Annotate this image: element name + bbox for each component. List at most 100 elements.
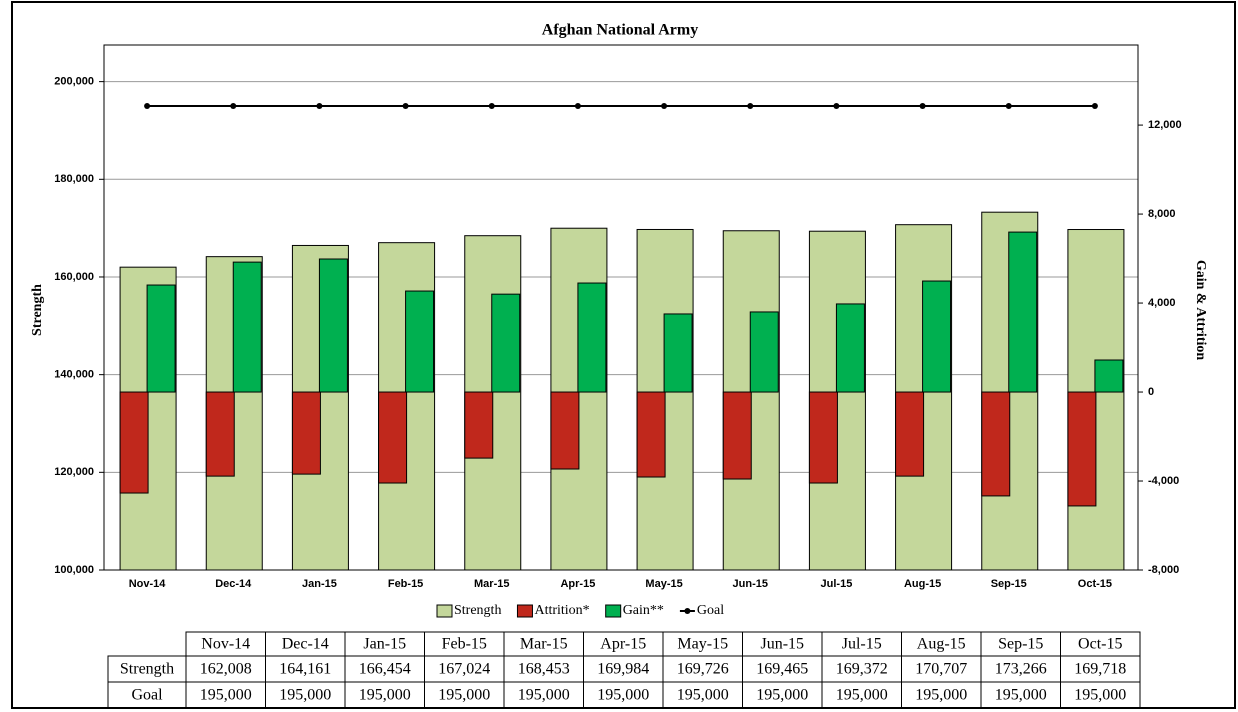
bar [1008, 231, 1038, 393]
y2-tick-label: 4,000 [1148, 297, 1176, 309]
table-header: Jan-15 [363, 636, 406, 653]
x-tick-label: Feb-15 [388, 578, 423, 590]
table-value: 173,266 [995, 661, 1047, 678]
point [488, 103, 495, 110]
bar [491, 293, 521, 393]
y-tick-label: 120,000 [54, 466, 94, 478]
point [230, 103, 237, 110]
bar [119, 391, 149, 494]
x-tick-label: Apr-15 [560, 578, 595, 590]
bar [1094, 359, 1124, 393]
bar [636, 391, 666, 478]
chart-title: Afghan National Army [542, 22, 698, 39]
y-tick-label: 100,000 [54, 564, 94, 576]
table-value: 195,000 [1074, 687, 1126, 704]
table-value: 169,372 [836, 661, 888, 678]
point [144, 103, 151, 110]
x-tick-label: Nov-14 [129, 578, 167, 590]
table-header: Aug-15 [917, 636, 966, 653]
bar [318, 258, 348, 393]
y2-tick-label: 0 [1148, 386, 1154, 398]
legend-label: Gain** [623, 603, 664, 618]
point [833, 103, 840, 110]
table-header: Apr-15 [600, 636, 646, 653]
legend-swatch [516, 604, 533, 618]
legend-label: Strength [454, 603, 501, 618]
table-value: 195,000 [597, 687, 649, 704]
y2-tick-label: 12,000 [1148, 119, 1182, 131]
table-header: Dec-14 [282, 636, 329, 653]
bar [663, 313, 693, 393]
bar [550, 391, 580, 470]
table-value: 166,454 [359, 661, 411, 678]
bar [1067, 391, 1097, 507]
point [316, 103, 323, 110]
x-tick-label: Sep-15 [991, 578, 1027, 590]
table-value: 195,000 [359, 687, 411, 704]
bar [808, 391, 838, 484]
point [402, 103, 409, 110]
legend-swatch [605, 604, 622, 618]
table-row-label: Goal [131, 687, 163, 704]
y-tick-label: 140,000 [54, 369, 94, 381]
table-cell [1060, 681, 1141, 709]
bar [577, 282, 607, 393]
bar [405, 290, 435, 393]
table-value: 169,726 [677, 661, 729, 678]
table-header: Mar-15 [520, 636, 568, 653]
table-value: 169,718 [1074, 661, 1126, 678]
point [1091, 103, 1098, 110]
x-tick-label: Oct-15 [1078, 578, 1112, 590]
y2-tick-label: -4,000 [1148, 475, 1179, 487]
y2-axis-title: Gain & Attrition [1193, 260, 1208, 361]
legend-swatch [436, 604, 453, 618]
bar [291, 391, 321, 475]
bar [378, 391, 408, 484]
bar [981, 391, 1011, 497]
table-value: 170,707 [915, 661, 967, 678]
table-header: Jul-15 [842, 636, 882, 653]
point [661, 103, 668, 110]
y2-tick-label: 8,000 [1148, 208, 1176, 220]
x-tick-label: Jul-15 [821, 578, 853, 590]
x-tick-label: Jan-15 [302, 578, 337, 590]
y-tick-label: 200,000 [54, 76, 94, 88]
y-tick-label: 160,000 [54, 271, 94, 283]
table-value: 195,000 [756, 687, 808, 704]
point [919, 103, 926, 110]
table-value: 195,000 [438, 687, 490, 704]
table-row-label: Strength [120, 661, 174, 678]
table-header: Oct-15 [1078, 636, 1122, 653]
bar [922, 280, 952, 393]
table-value: 162,008 [200, 661, 252, 678]
table-header: Feb-15 [442, 636, 487, 653]
table-header: Sep-15 [998, 636, 1043, 653]
bar [895, 391, 925, 477]
point [574, 103, 581, 110]
x-tick-label: Jun-15 [733, 578, 768, 590]
frame [11, 1, 1236, 709]
table-value: 195,000 [279, 687, 331, 704]
table-value: 164,161 [279, 661, 331, 678]
bar [722, 391, 752, 480]
legend-swatch [684, 608, 691, 614]
point [1005, 103, 1012, 110]
bar [205, 391, 235, 477]
bar [749, 311, 779, 393]
bar [835, 303, 865, 393]
legend-label: Goal [697, 603, 724, 618]
point [747, 103, 754, 110]
table-value: 195,000 [995, 687, 1047, 704]
table-value: 195,000 [677, 687, 729, 704]
bar [232, 261, 262, 393]
table-header: May-15 [677, 636, 728, 653]
bar [146, 284, 176, 393]
table-value: 195,000 [200, 687, 252, 704]
table-header: Jun-15 [760, 636, 804, 653]
plot-border [103, 44, 1139, 571]
x-tick-label: Mar-15 [474, 578, 509, 590]
table-value: 169,984 [597, 661, 649, 678]
y-tick-label: 180,000 [54, 173, 94, 185]
x-tick-label: Aug-15 [904, 578, 941, 590]
